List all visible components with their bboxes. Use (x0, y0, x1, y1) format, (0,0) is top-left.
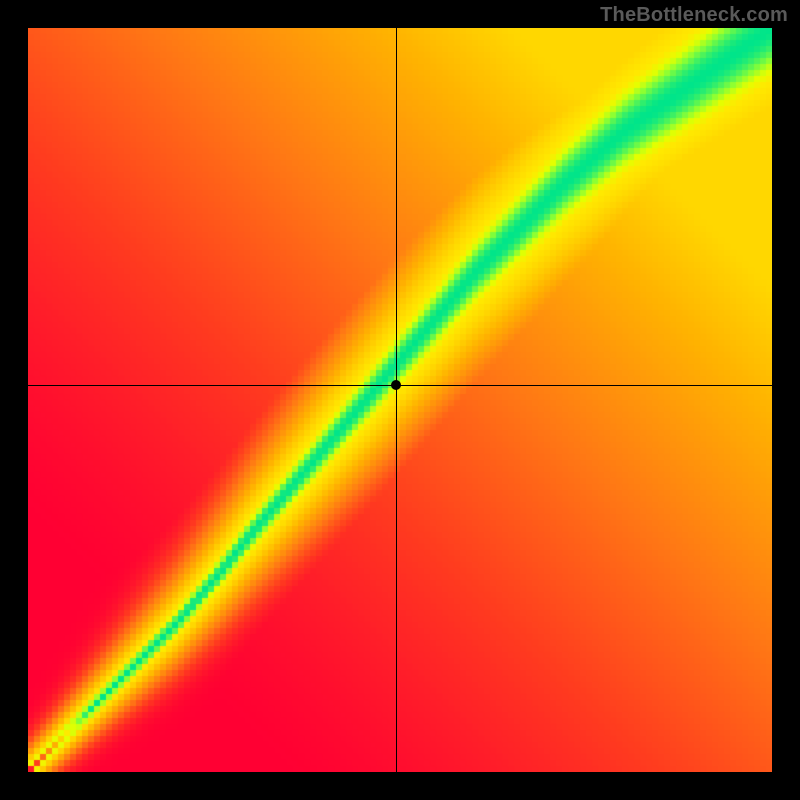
chart-frame: TheBottleneck.com (0, 0, 800, 800)
watermark-text: TheBottleneck.com (600, 4, 788, 27)
heatmap-plot-area (28, 28, 772, 772)
crosshair-vertical (396, 28, 397, 772)
crosshair-marker (391, 380, 401, 390)
heatmap-canvas (28, 28, 772, 772)
